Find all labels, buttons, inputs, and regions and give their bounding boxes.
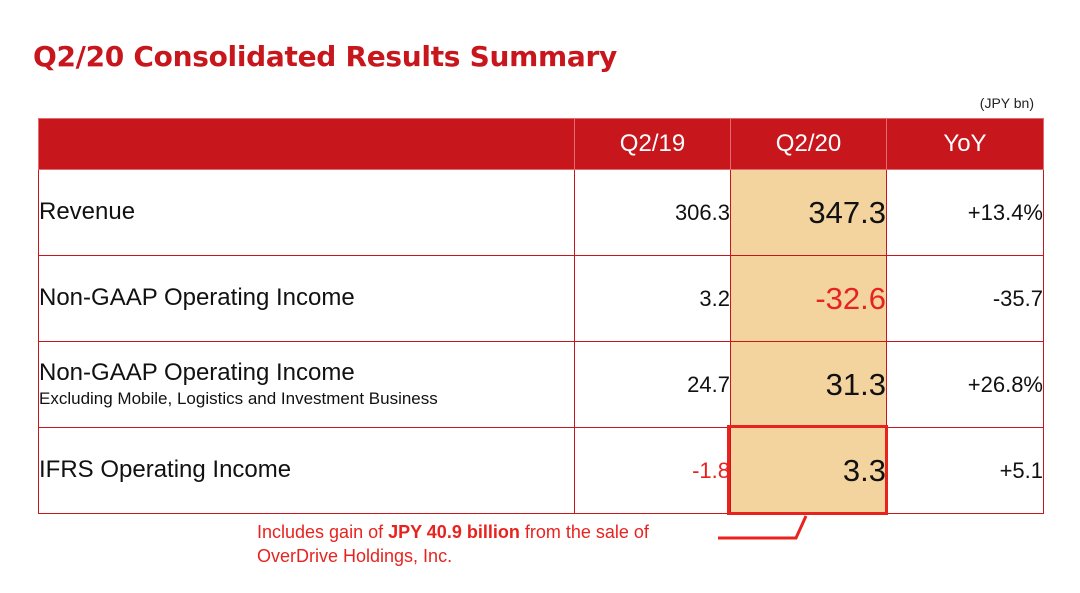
cell-q219: -1.8 xyxy=(574,427,731,514)
note-line2: OverDrive Holdings, Inc. xyxy=(257,546,453,566)
table-header-row: Q2/19 Q2/20 YoY xyxy=(38,118,1044,170)
header-label-cell xyxy=(38,118,575,170)
cell-q220: 31.3 xyxy=(730,341,887,428)
note-pre: Includes gain of xyxy=(257,522,389,542)
cell-q219: 306.3 xyxy=(574,169,731,256)
row-label-text: Non-GAAP Operating Income xyxy=(39,358,355,386)
header-q219: Q2/19 xyxy=(574,118,731,170)
unit-label: (JPY bn) xyxy=(979,95,1034,111)
highlight-box xyxy=(727,425,888,515)
cell-q220: 3.3 xyxy=(730,427,887,514)
cell-yoy: +26.8% xyxy=(886,341,1044,428)
cell-yoy: -35.7 xyxy=(886,255,1044,342)
header-q220: Q2/20 xyxy=(730,118,887,170)
row-label-text: Revenue xyxy=(39,198,136,226)
note-bold: JPY 40.9 billion xyxy=(388,522,520,542)
callout-note: Includes gain of JPY 40.9 billion from t… xyxy=(257,520,649,568)
row-label: Non-GAAP Operating Income Excluding Mobi… xyxy=(38,341,575,428)
row-label: Revenue xyxy=(38,169,575,256)
note-post: from the sale of xyxy=(519,522,649,542)
table-row: Non-GAAP Operating Income Excluding Mobi… xyxy=(38,341,1044,428)
cell-q220: 347.3 xyxy=(730,169,887,256)
row-sublabel: Excluding Mobile, Logistics and Investme… xyxy=(39,389,438,409)
cell-q219: 24.7 xyxy=(574,341,731,428)
cell-yoy: +13.4% xyxy=(886,169,1044,256)
cell-yoy: +5.1 xyxy=(886,427,1044,514)
cell-q220: -32.6 xyxy=(730,255,887,342)
table-row: Non-GAAP Operating Income 3.2 -32.6 -35.… xyxy=(38,255,1044,342)
table-row: IFRS Operating Income -1.8 3.3 +5.1 xyxy=(38,427,1044,514)
header-yoy: YoY xyxy=(886,118,1044,170)
page-title: Q2/20 Consolidated Results Summary xyxy=(33,40,617,73)
row-label-text: IFRS Operating Income xyxy=(39,456,292,484)
results-table: Q2/19 Q2/20 YoY Revenue 306.3 347.3 +13.… xyxy=(38,118,1044,514)
row-label-text: Non-GAAP Operating Income xyxy=(39,284,355,312)
row-label: Non-GAAP Operating Income xyxy=(38,255,575,342)
row-label: IFRS Operating Income xyxy=(38,427,575,514)
table-row: Revenue 306.3 347.3 +13.4% xyxy=(38,169,1044,256)
